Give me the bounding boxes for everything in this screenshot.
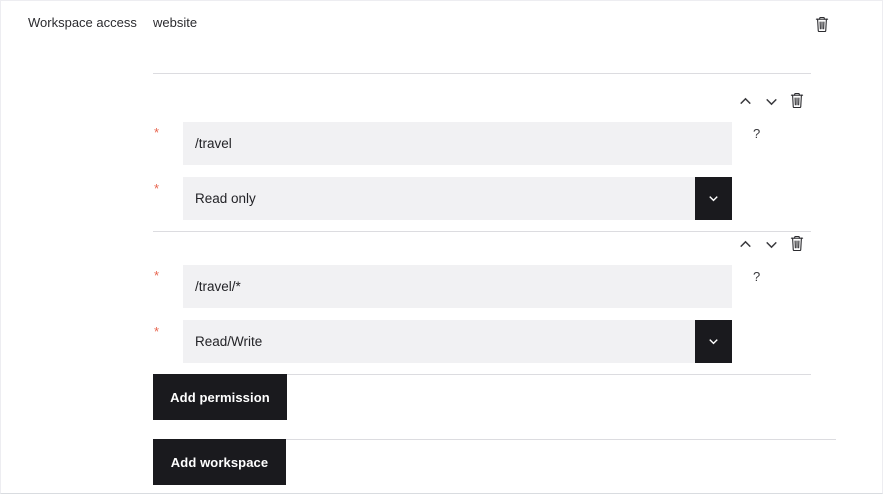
delete-workspace-button[interactable] bbox=[812, 14, 832, 34]
chevron-down-icon bbox=[706, 334, 721, 349]
question-mark-icon: ? bbox=[753, 126, 761, 141]
access-level-value: Read/Write bbox=[195, 334, 263, 349]
move-permission-down-button[interactable] bbox=[761, 234, 781, 254]
chevron-down-icon bbox=[763, 236, 780, 253]
access-level-select[interactable]: Read only bbox=[183, 177, 732, 220]
chevron-up-icon bbox=[737, 93, 754, 110]
add-workspace-button[interactable]: Add workspace bbox=[153, 439, 286, 485]
chevron-down-icon bbox=[706, 191, 721, 206]
permission-path-input[interactable] bbox=[183, 122, 732, 165]
section-divider bbox=[153, 374, 811, 375]
required-marker: * bbox=[154, 125, 160, 140]
permission-divider bbox=[153, 73, 811, 74]
access-level-value: Read only bbox=[195, 191, 256, 206]
access-level-select[interactable]: Read/Write bbox=[183, 320, 732, 363]
select-caret-button[interactable] bbox=[695, 177, 732, 220]
delete-permission-button[interactable] bbox=[787, 90, 807, 110]
move-permission-up-button[interactable] bbox=[735, 234, 755, 254]
chevron-up-icon bbox=[737, 236, 754, 253]
permission-path-input[interactable] bbox=[183, 265, 732, 308]
chevron-down-icon bbox=[763, 93, 780, 110]
required-marker: * bbox=[154, 324, 160, 339]
path-help-button[interactable]: ? bbox=[753, 126, 760, 141]
path-help-button[interactable]: ? bbox=[753, 269, 760, 284]
permission-divider bbox=[153, 231, 811, 232]
required-marker: * bbox=[154, 181, 160, 196]
workspace-name-value: website bbox=[153, 15, 198, 30]
move-permission-down-button[interactable] bbox=[761, 91, 781, 111]
workspace-access-label: Workspace access bbox=[28, 15, 137, 30]
select-caret-button[interactable] bbox=[695, 320, 732, 363]
move-permission-up-button[interactable] bbox=[735, 91, 755, 111]
trash-icon bbox=[789, 92, 805, 109]
add-permission-button[interactable]: Add permission bbox=[153, 374, 287, 420]
question-mark-icon: ? bbox=[753, 269, 761, 284]
section-divider bbox=[153, 439, 836, 440]
trash-icon bbox=[814, 16, 830, 33]
delete-permission-button[interactable] bbox=[787, 233, 807, 253]
required-marker: * bbox=[154, 268, 160, 283]
trash-icon bbox=[789, 235, 805, 252]
